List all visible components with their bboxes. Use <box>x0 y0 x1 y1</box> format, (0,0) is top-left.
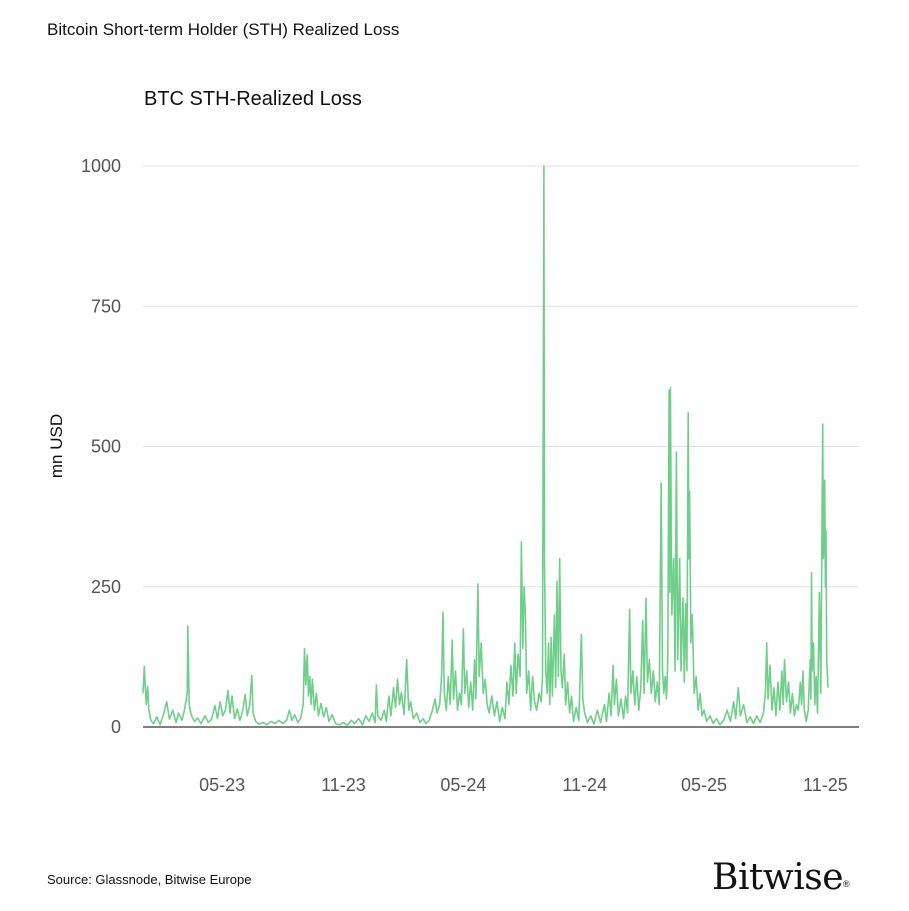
x-tick-label: 05-23 <box>199 775 245 795</box>
y-tick-label: 250 <box>91 577 121 597</box>
series-layer <box>142 165 829 727</box>
x-tick-label: 05-25 <box>681 775 727 795</box>
x-tick-label: 05-24 <box>440 775 486 795</box>
source-note: Source: Glassnode, Bitwise Europe <box>47 872 252 887</box>
logo-text: Bitwise <box>712 857 844 898</box>
grid-layer <box>143 165 859 728</box>
y-tick-label: 750 <box>91 296 121 316</box>
y-axis-label: mn USD <box>47 414 66 478</box>
y-tick-label: 500 <box>91 437 121 457</box>
header-title: Bitcoin Short-term Holder (STH) Realized… <box>47 20 400 39</box>
x-tick-label: 11-24 <box>562 775 607 795</box>
x-tick-label: 11-25 <box>803 775 848 795</box>
registered-mark: ® <box>843 879 850 889</box>
series-line-sth-realized-loss <box>142 165 829 727</box>
x-tick-label: 11-23 <box>321 775 366 795</box>
bitwise-logo: Bitwise® <box>712 857 850 898</box>
x-tick-labels: 05-23 11-23 05-24 11-24 05-25 11-25 <box>199 775 848 795</box>
y-tick-labels: 0 250 500 750 1000 <box>81 156 121 737</box>
y-tick-label: 0 <box>111 717 121 737</box>
y-tick-label: 1000 <box>81 156 121 176</box>
chart-title: BTC STH-Realized Loss <box>144 88 362 110</box>
